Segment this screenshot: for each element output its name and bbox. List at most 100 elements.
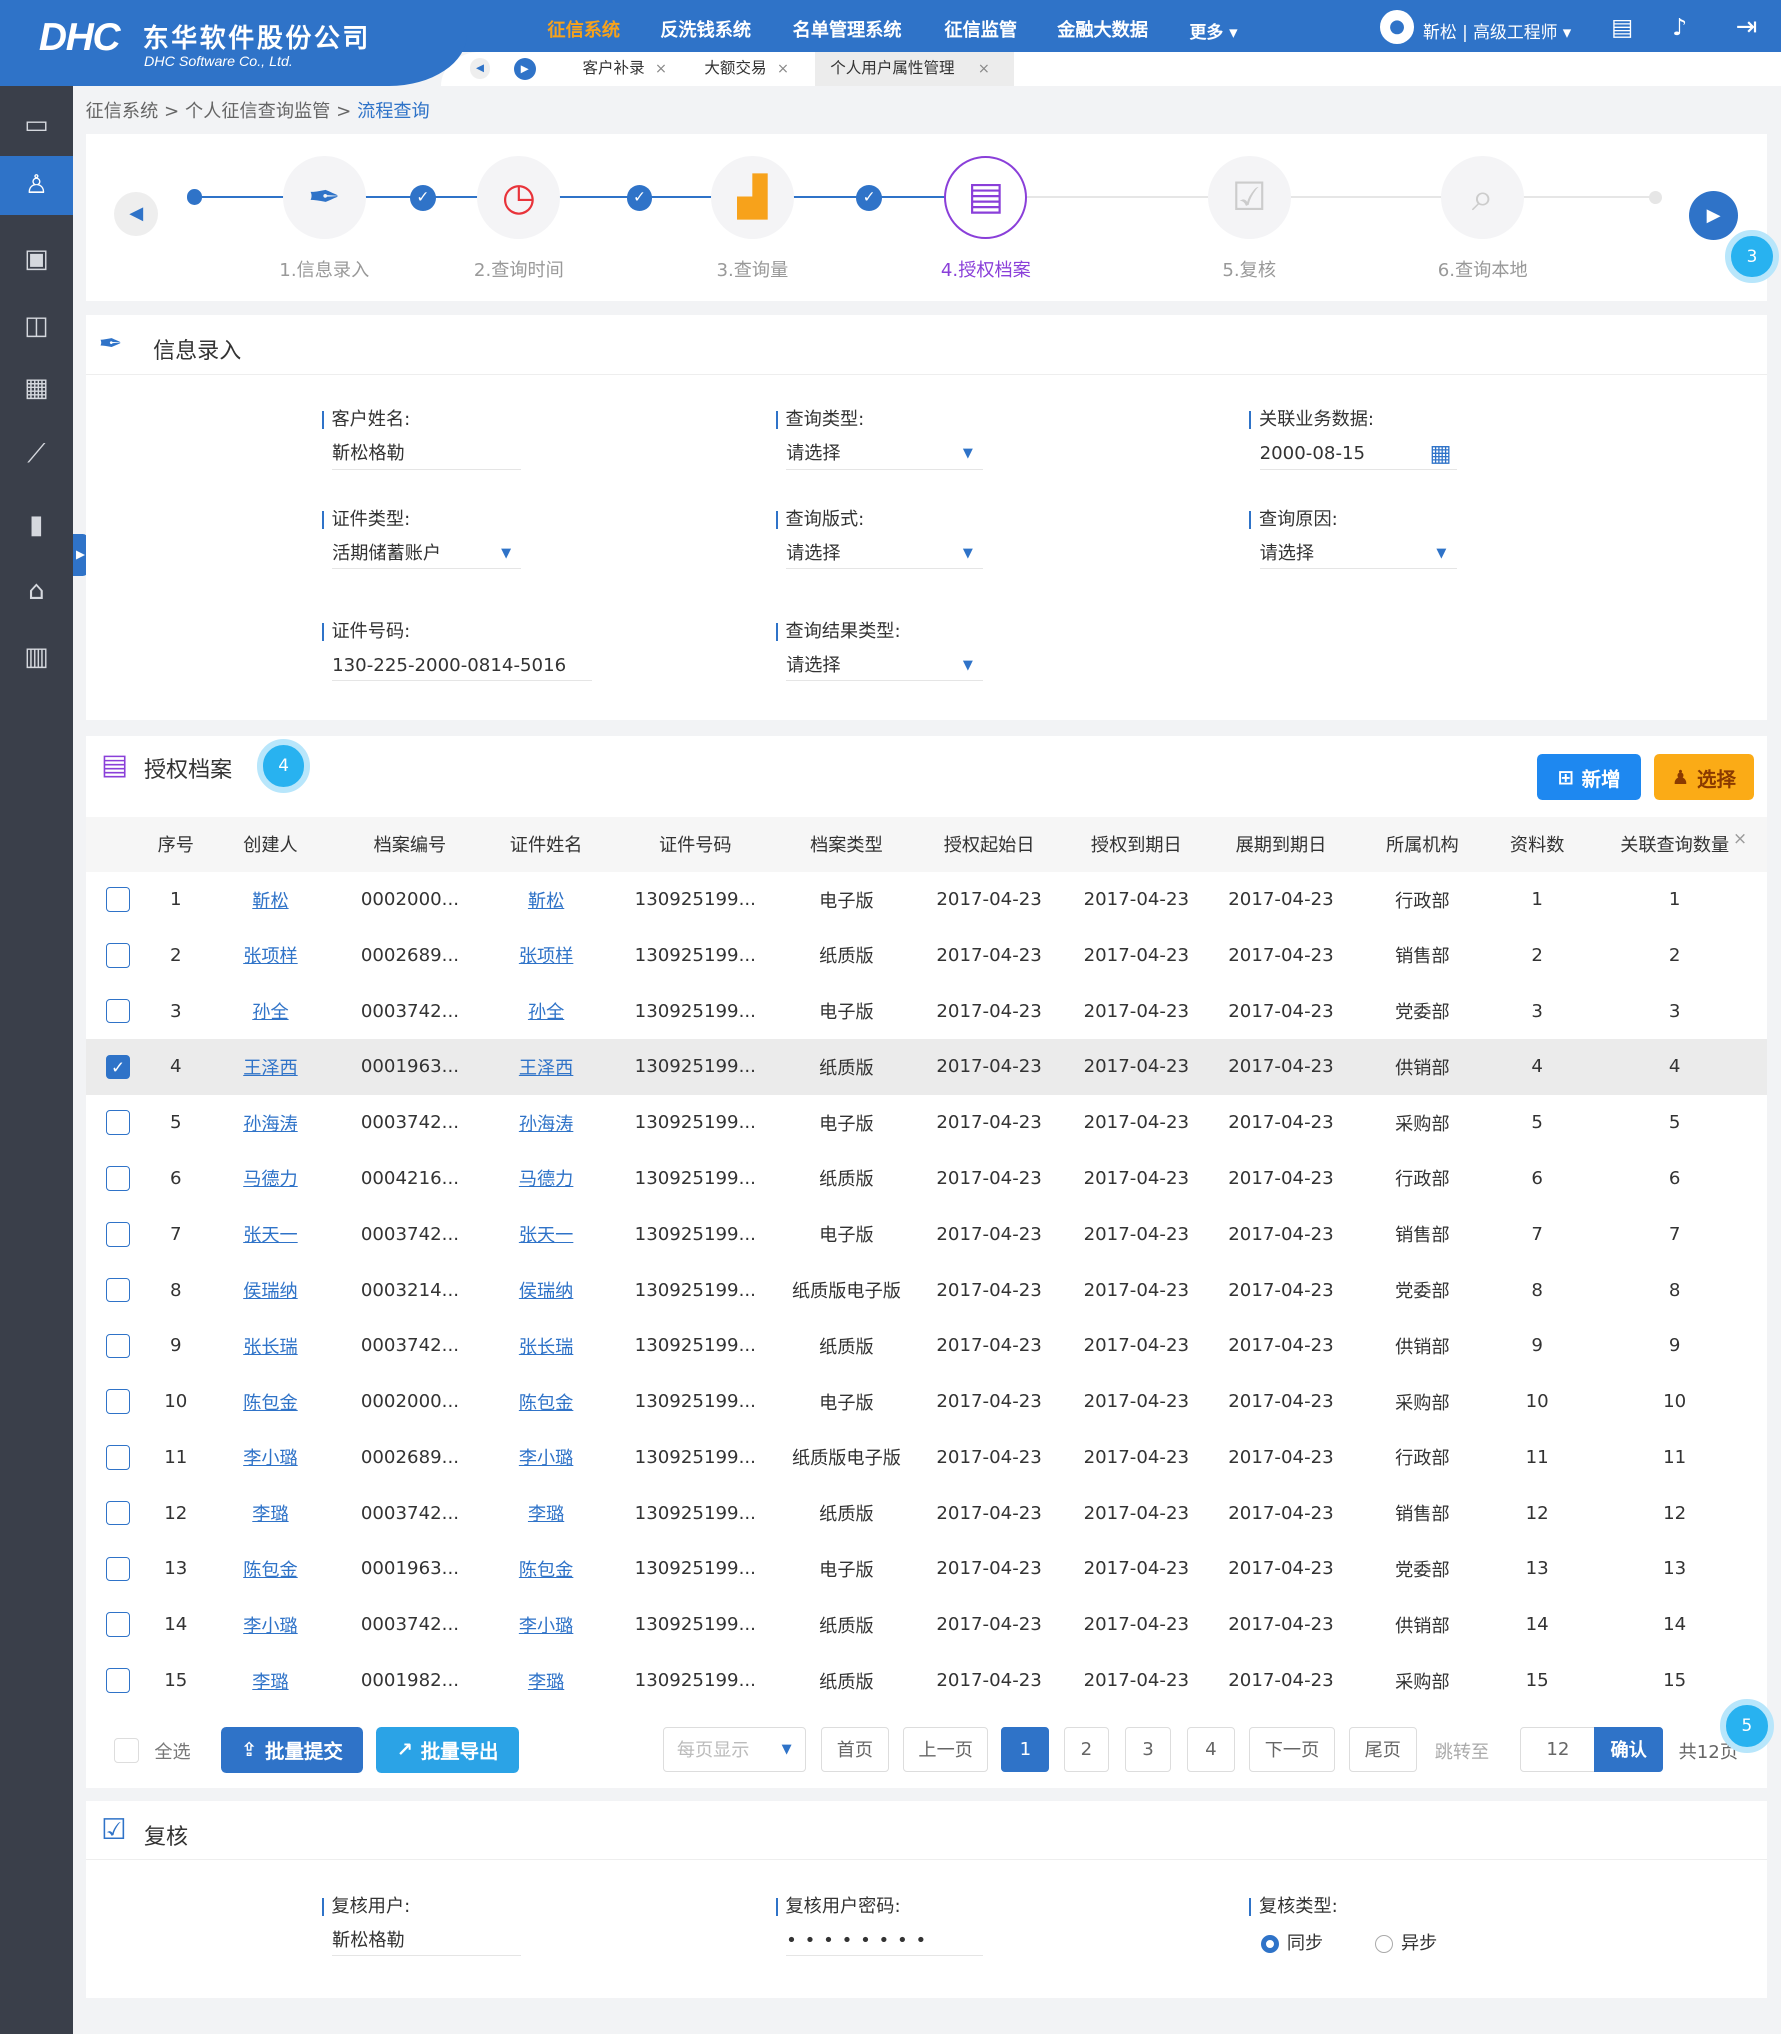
creator-link[interactable]: 马德力 [243,1169,298,1191]
table-row[interactable]: 14 李小璐 0003742... 李小璐 130925199... 纸质版 2017-04… [86,1597,1767,1653]
related-date-input[interactable]: 2000-08-15 ▦ [1259,438,1457,470]
stepper-next-button[interactable]: ▶ [1688,190,1739,240]
column-close-icon[interactable]: × [1733,827,1748,848]
confirm-button[interactable]: 确认 [1594,1726,1663,1772]
cell-holder-name[interactable]: 陈包金 [480,1541,612,1597]
holder-name-link[interactable]: 张项样 [518,946,574,968]
creator-link[interactable]: 孙海涛 [243,1113,298,1135]
next-page-button[interactable]: 下一页 [1249,1726,1335,1772]
cell-holder-name[interactable]: 靳松 [480,872,612,928]
row-checkbox[interactable] [105,998,131,1024]
chart-icon[interactable]: ⟋ [27,439,46,470]
row-checkbox[interactable] [105,1166,131,1191]
creator-link[interactable]: 李小璐 [243,1448,298,1470]
page-1-button[interactable]: 1 [1001,1726,1050,1772]
cell-creator[interactable]: 王泽西 [201,1039,340,1095]
cell-holder-name[interactable]: 孙海涛 [480,1095,612,1151]
query-type-select[interactable]: 请选择 ▼ [786,438,984,470]
user-icon[interactable]: ♙ [0,155,73,216]
id-type-select[interactable]: 活期储蓄账户 ▼ [332,538,522,570]
table-row[interactable]: 7 张天一 0003742... 张天一 130925199... 电子版 2017-04-… [86,1206,1767,1262]
page-3-button[interactable]: 3 [1124,1726,1172,1772]
column-header[interactable]: 关联查询数量 [1620,835,1730,857]
holder-name-link[interactable]: 李小璐 [518,1448,574,1470]
column-header[interactable]: 序号 [157,835,194,857]
cell-holder-name[interactable]: 孙全 [480,983,612,1039]
cell-holder-name[interactable]: 李璐 [480,1653,612,1709]
breadcrumb-item[interactable]: 个人征信查询监管 [185,101,331,123]
breadcrumb-item[interactable]: 征信系统 [85,101,159,123]
calendar-icon[interactable]: ▦ [1429,439,1452,468]
close-icon[interactable]: × [655,60,667,77]
step-1-label[interactable]: 1.信息录入 [279,259,370,281]
cell-creator[interactable]: 孙全 [201,983,340,1039]
id-number-input[interactable]: 130-225-2000-0814-5016 [332,650,592,682]
step-3-label[interactable]: 3.查询量 [716,259,789,281]
column-header[interactable]: 资料数 [1509,835,1565,857]
cell-holder-name[interactable]: 李璐 [480,1485,612,1541]
row-checkbox[interactable] [105,1110,131,1136]
briefcase-icon[interactable]: ◫ [24,311,49,342]
cell-creator[interactable]: 侯瑞纳 [201,1262,340,1318]
column-header[interactable]: 档案类型 [810,835,883,857]
query-format-select[interactable]: 请选择 ▼ [786,538,984,570]
cell-creator[interactable]: 李小璐 [201,1597,340,1653]
row-checkbox[interactable] [105,887,131,912]
cell-creator[interactable]: 马德力 [201,1151,340,1207]
book-icon[interactable]: ▮ [29,509,44,540]
creator-link[interactable]: 张长瑞 [243,1336,298,1358]
table-row[interactable]: 2 张项样 0002689... 张项样 130925199... 纸质版 2017-04-… [86,927,1767,983]
creator-link[interactable]: 陈包金 [243,1392,298,1414]
holder-name-link[interactable]: 张长瑞 [518,1336,574,1358]
radio-sync[interactable]: 同步 [1260,1929,1323,1955]
creator-link[interactable]: 靳松 [252,890,289,912]
cell-creator[interactable]: 张长瑞 [201,1318,340,1374]
cell-holder-name[interactable]: 张天一 [480,1206,612,1262]
creator-link[interactable]: 李小璐 [243,1615,298,1637]
column-header[interactable]: 证件姓名 [509,835,583,857]
step-5-label[interactable]: 5.复核 [1222,259,1276,281]
monitor-icon[interactable]: ▭ [24,109,49,140]
step-1-icon[interactable]: ✒ [282,155,366,239]
column-header[interactable]: 创建人 [243,835,298,857]
user-menu[interactable]: 靳松 | 高级工程师 ▾ [1423,22,1572,43]
tab-prev-button[interactable]: ◀ [469,58,491,80]
bell-icon[interactable]: ♪ [1672,12,1687,41]
select-button[interactable]: ♟ 选择 [1653,753,1754,801]
column-header[interactable]: 授权到期日 [1090,835,1182,857]
batch-export-button[interactable]: ↗ 批量导出 [376,1726,519,1774]
step-6-label[interactable]: 6.查询本地 [1437,259,1528,281]
row-checkbox[interactable] [105,1277,131,1303]
creator-link[interactable]: 张天一 [243,1225,298,1247]
tab-customer[interactable]: 客户补录 × [567,52,683,86]
nav-aml[interactable]: 反洗钱系统 [660,19,752,41]
column-header[interactable]: 证件号码 [658,835,732,857]
cell-creator[interactable]: 孙海涛 [201,1095,340,1151]
nav-list[interactable]: 名单管理系统 [792,19,902,41]
row-checkbox[interactable] [105,1556,131,1582]
table-row[interactable]: 10 陈包金 0002000... 陈包金 130925199... 电子版 2017-04… [86,1374,1767,1430]
cell-creator[interactable]: 李小璐 [201,1430,340,1486]
tab-next-button[interactable]: ▶ [513,58,536,81]
nav-credit[interactable]: 征信系统 [547,19,621,41]
cell-creator[interactable]: 张项样 [201,927,340,983]
table-row[interactable]: 1 靳松 0002000... 靳松 130925199... 电子版 2017-04-23… [86,872,1767,928]
cell-creator[interactable]: 李璐 [201,1653,340,1709]
table-row[interactable]: 13 陈包金 0001963... 陈包金 130925199... 电子版 2017-04… [86,1541,1767,1597]
holder-name-link[interactable]: 张天一 [518,1225,574,1247]
creator-link[interactable]: 陈包金 [243,1559,298,1581]
creator-link[interactable]: 张项样 [243,946,298,968]
grid-icon[interactable]: ▦ [24,373,49,404]
row-checkbox[interactable] [105,1500,131,1526]
cell-holder-name[interactable]: 张长瑞 [480,1318,612,1374]
query-reason-select[interactable]: 请选择 ▼ [1259,538,1457,570]
cell-holder-name[interactable]: 李小璐 [480,1597,612,1653]
cell-creator[interactable]: 陈包金 [201,1541,340,1597]
step-4-icon[interactable]: ▤ [944,155,1028,239]
table-row[interactable]: 12 李璐 0003742... 李璐 130925199... 纸质版 2017-04-2… [86,1485,1767,1541]
clipboard-icon[interactable]: ▤ [1611,12,1634,41]
page-2-button[interactable]: 2 [1063,1726,1110,1772]
step-5-icon[interactable]: ☑ [1207,155,1291,239]
creator-link[interactable]: 孙全 [252,1002,289,1024]
avatar-icon[interactable]: ● [1380,10,1414,45]
